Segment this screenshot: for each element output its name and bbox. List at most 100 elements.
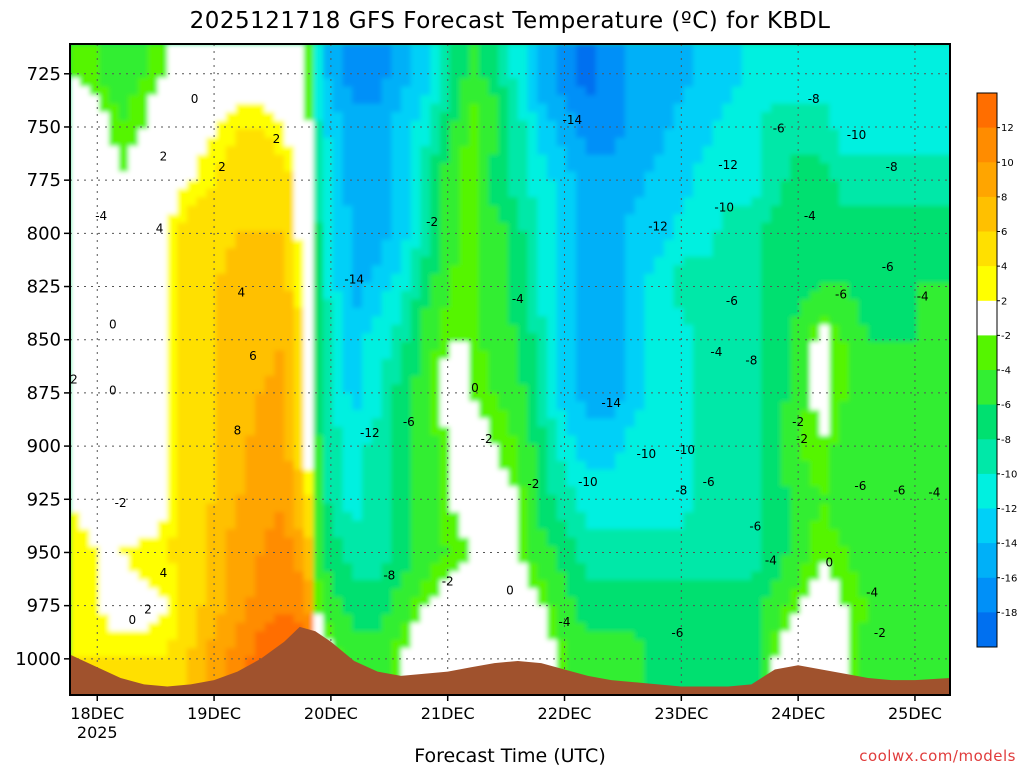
temperature-cell: [410, 648, 422, 658]
temperature-cell: [138, 631, 149, 641]
temperature-cell: [683, 137, 694, 147]
temperature-cell: [206, 375, 217, 386]
temperature-cell: [693, 52, 704, 62]
temperature-cell: [225, 639, 237, 649]
temperature-cell: [615, 307, 626, 318]
temperature-cell: [585, 188, 597, 198]
temperature-cell: [167, 571, 178, 581]
temperature-cell: [478, 341, 490, 352]
temperature-cell: [293, 367, 305, 377]
temperature-cell: [547, 529, 558, 539]
temperature-cell: [313, 478, 324, 488]
temperature-cell: [313, 529, 324, 539]
temperature-cell: [624, 103, 636, 113]
temperature-cell: [615, 358, 626, 369]
temperature-cell: [245, 648, 256, 658]
temperature-cell: [225, 197, 237, 207]
temperature-cell: [157, 188, 169, 198]
temperature-cell: [274, 44, 285, 54]
temperature-cell: [138, 588, 149, 598]
temperature-cell: [147, 316, 159, 326]
temperature-cell: [352, 563, 363, 573]
temperature-cell: [478, 435, 490, 445]
temperature-cell: [108, 605, 120, 615]
temperature-cell: [420, 171, 431, 181]
temperature-cell: [332, 103, 344, 113]
temperature-cell: [225, 537, 237, 547]
temperature-cell: [147, 597, 159, 607]
temperature-cell: [595, 554, 607, 564]
temperature-cell: [547, 486, 558, 496]
temperature-cell: [420, 426, 431, 437]
temperature-cell: [566, 154, 577, 164]
temperature-cell: [70, 222, 81, 232]
temperature-cell: [381, 520, 392, 530]
temperature-cell: [118, 648, 130, 658]
temperature-cell: [459, 324, 470, 335]
temperature-cell: [420, 409, 431, 420]
temperature-cell: [439, 529, 451, 539]
temperature-cell: [332, 154, 344, 164]
temperature-cell: [673, 452, 684, 462]
temperature-cell: [225, 563, 237, 573]
temperature-cell: [332, 426, 344, 437]
temperature-cell: [264, 197, 276, 207]
temperature-cell: [323, 44, 334, 54]
temperature-cell: [216, 554, 227, 564]
temperature-cell: [323, 265, 334, 275]
temperature-cell: [498, 214, 509, 224]
temperature-cell: [274, 639, 285, 649]
temperature-cell: [138, 401, 149, 411]
temperature-cell: [89, 316, 100, 326]
temperature-cell: [469, 44, 480, 54]
temperature-cell: [654, 171, 665, 181]
temperature-cell: [624, 324, 636, 335]
temperature-cell: [488, 86, 500, 96]
temperature-cell: [391, 205, 402, 215]
temperature-cell: [108, 129, 120, 139]
temperature-cell: [478, 426, 490, 437]
temperature-cell: [323, 231, 334, 241]
temperature-cell: [449, 154, 461, 164]
temperature-cell: [138, 290, 149, 301]
temperature-cell: [108, 307, 120, 318]
temperature-cell: [566, 146, 577, 156]
temperature-cell: [352, 324, 363, 335]
temperature-cell: [108, 444, 120, 454]
temperature-cell: [615, 469, 626, 479]
temperature-cell: [537, 163, 548, 173]
temperature-cell: [245, 546, 256, 556]
temperature-cell: [537, 103, 548, 113]
temperature-cell: [595, 486, 607, 496]
temperature-cell: [634, 146, 646, 156]
temperature-cell: [654, 384, 665, 394]
temperature-cell: [566, 554, 577, 564]
temperature-cell: [537, 265, 548, 275]
temperature-cell: [498, 69, 509, 79]
temperature-cell: [245, 273, 256, 284]
temperature-cell: [439, 665, 451, 675]
temperature-cell: [99, 503, 110, 513]
temperature-cell: [118, 656, 130, 666]
temperature-cell: [478, 452, 490, 462]
temperature-cell: [537, 435, 548, 445]
temperature-cell: [206, 137, 217, 147]
temperature-cell: [478, 86, 490, 96]
temperature-cell: [527, 392, 538, 403]
temperature-cell: [663, 452, 675, 462]
temperature-cell: [196, 248, 207, 258]
temperature-cell: [70, 639, 81, 649]
temperature-cell: [537, 69, 548, 79]
temperature-cell: [654, 435, 665, 445]
temperature-cell: [391, 426, 402, 437]
temperature-cell: [118, 580, 130, 590]
temperature-cell: [644, 316, 655, 326]
temperature-cell: [644, 197, 655, 207]
temperature-cell: [605, 614, 616, 624]
temperature-cell: [595, 409, 607, 420]
temperature-cell: [79, 469, 91, 479]
temperature-cell: [138, 120, 149, 130]
temperature-cell: [264, 44, 276, 54]
temperature-cell: [654, 112, 665, 122]
temperature-cell: [488, 256, 500, 266]
